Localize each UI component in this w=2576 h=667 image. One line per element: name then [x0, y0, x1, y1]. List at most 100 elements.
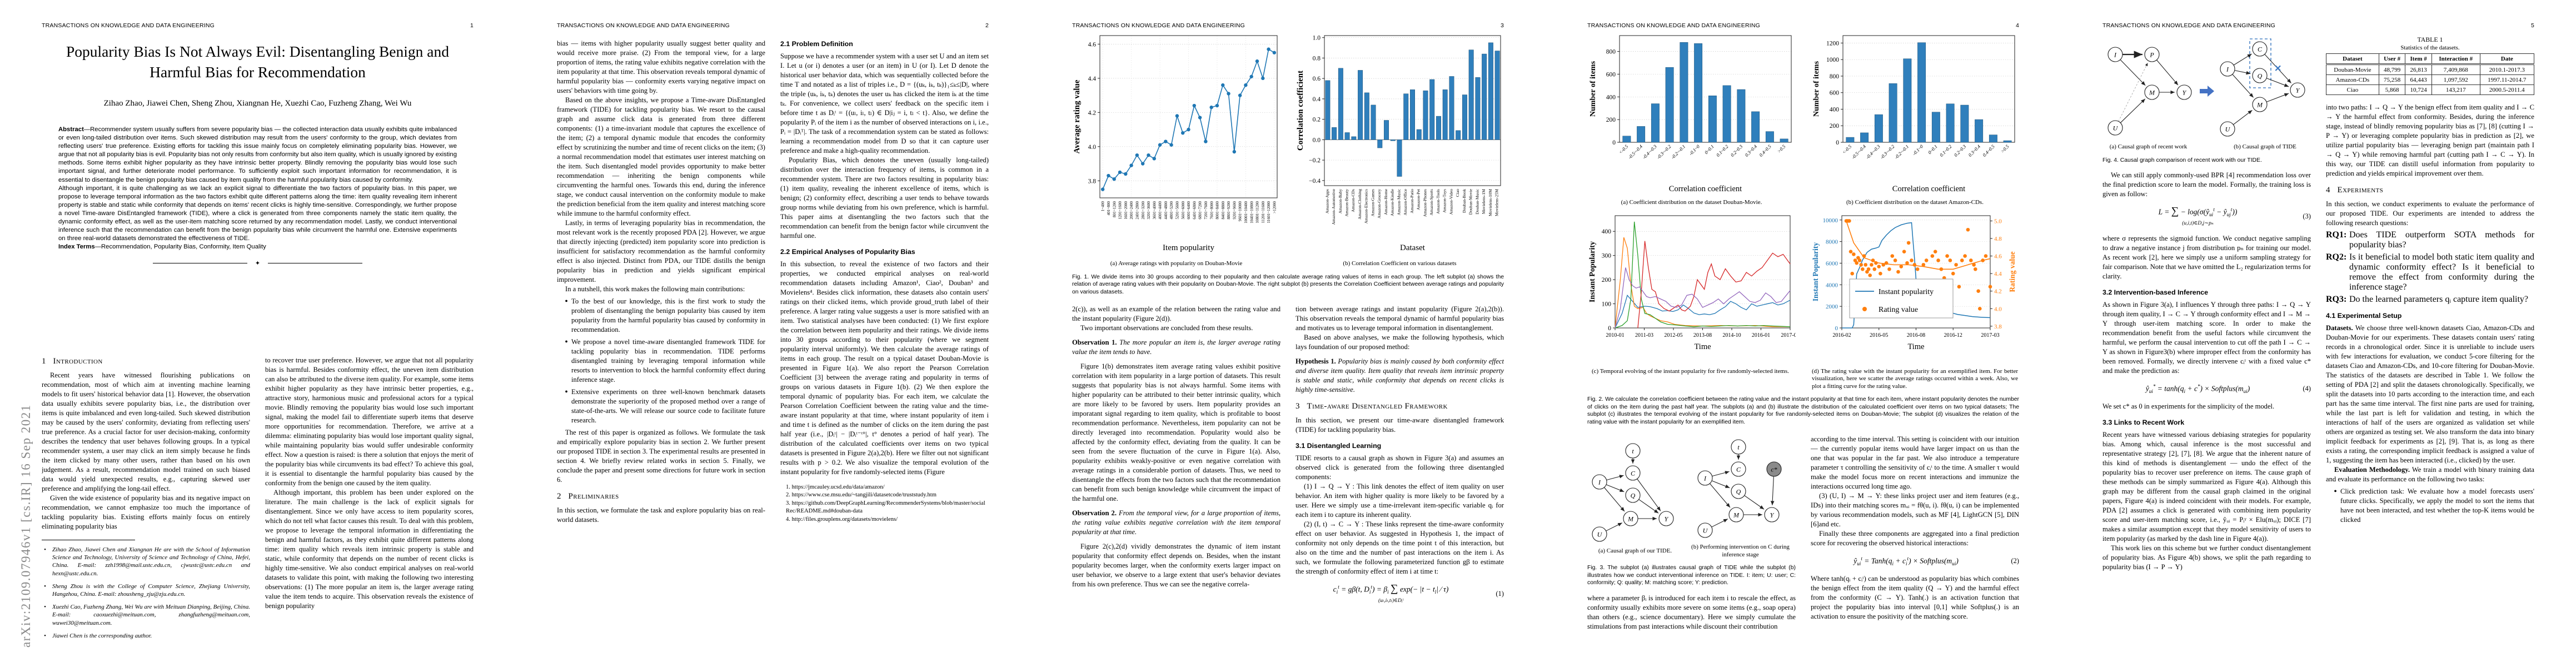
plot-frame: [1324, 35, 1501, 186]
node-M: [2144, 84, 2160, 100]
paragraph: Two important observations are concluded…: [1072, 323, 1280, 333]
x-tick-label: 6001~6400: [1187, 201, 1191, 220]
paragraph: Finally these three components are aggre…: [1811, 529, 2019, 548]
series-item-4: [1637, 241, 1791, 328]
paragraph: where a parameter βᵢ is introduced for e…: [1587, 594, 1796, 631]
equation-superscript: *: [2153, 384, 2156, 390]
y-tick-label: 600: [1606, 71, 1616, 78]
equation-subscript: ui: [2209, 212, 2214, 218]
url-footnote[interactable]: 4. http://files.grouplens.org/datasets/m…: [786, 516, 898, 522]
figure-2c-caption: (c) Temporal evolving of the instant pop…: [1592, 367, 1789, 375]
table-header-cell: Item #: [2405, 53, 2432, 65]
x-tick-label: 2016-05: [1870, 332, 1888, 339]
paragraph: Datasets. We choose three well-known dat…: [2326, 323, 2534, 465]
bar: [1429, 79, 1435, 140]
column-left: I P M Y U (a) Causal graph of recent work ✕ I C Q…: [2102, 34, 2311, 646]
equation-subscript: i: [1892, 561, 1894, 567]
rq-text: Do the learned parameters qᵢ capture ite…: [2349, 295, 2529, 304]
y-axis-label: Number of items: [1812, 61, 1821, 117]
observation: Observation 1. The more popular an item …: [1072, 338, 1280, 357]
journal-title: TRANSACTIONS ON KNOWLEDGE AND DATA ENGIN…: [2102, 22, 2276, 29]
node-Y: [2289, 82, 2305, 98]
table-cell: 2000.5-2011.4: [2479, 84, 2534, 95]
statistics-table: Dataset User # Item # Interaction # Date Doub…: [2326, 53, 2534, 95]
paragraph-text: Given the wide existence of popularity b…: [42, 494, 250, 530]
x-tick-label: Amazon-Grocery: [1377, 189, 1382, 218]
url-footnote[interactable]: 3. https://github.com/DeepGraphLearning/…: [786, 500, 985, 515]
x-tick-label: 2011-03: [1635, 332, 1653, 339]
url-footnote[interactable]: 1. https://jmcauley.ucsd.edu/data/amazon…: [786, 484, 885, 490]
node-label-Y: Y: [2295, 87, 2300, 94]
bullet-icon: •: [44, 583, 46, 590]
fig2a-histogram: 0 200 400 600 800 <-0.5-0.5~-0.4-0.4~-0.3-0.3…: [1589, 35, 1792, 193]
figure-1b: −0.4 −0.2 0.0 0.2 0.4 0.6 0.8 1.0 Amazon-Apps Ama…: [1296, 31, 1504, 268]
x-tick-label: Amazon-Pet: [1416, 188, 1421, 210]
bar: [1846, 137, 1855, 143]
bar: [1665, 67, 1674, 143]
url-footnote[interactable]: 2. https://www.cse.msu.edu/~tangjili/dat…: [786, 492, 936, 499]
y-tick-label: −0.4: [1309, 178, 1321, 185]
paragraph: As shown in Figure 3(a), I influences Y …: [2102, 300, 2311, 376]
x-tick-label: 2016-02: [1832, 332, 1851, 339]
y-tick-label: 4.2: [1088, 109, 1097, 116]
x-tick-label: 0.1~0.2: [1715, 143, 1730, 158]
figure-2a-caption: (a) Coefficient distribution on the data…: [1621, 199, 1762, 206]
equation-superscript: t: [1371, 584, 1372, 590]
rating-dot: [1877, 264, 1881, 268]
page-number: 1: [470, 22, 474, 29]
x-tick-label: Amazon-Home: [1383, 188, 1388, 215]
paragraph-text: The rest of this paper is organized as f…: [557, 429, 765, 484]
figure-2d: 0 2000 4000 6000 8000 10000 3.8 4.0 4.2 4.4 4.6 4.8…: [1811, 210, 2019, 391]
observation-label: Observation 1.: [1072, 339, 1117, 346]
y-tick-label: 400: [1602, 228, 1612, 235]
bullet-item: • Click prediction task: We evaluate how …: [2330, 487, 2534, 525]
bar: [1989, 135, 1997, 143]
bar: [1338, 68, 1343, 140]
equation: L = ∑ − log(σ(ŷuit − ŷujt)) (u,i,t)∈D,j∼p…: [2102, 205, 2311, 228]
bar: [1637, 126, 1646, 143]
columns-page-2: bias — items with higher popularity usua…: [557, 39, 989, 646]
edge-I-Q: [2234, 70, 2250, 75]
paragraph-text: This work lies on this scheme but we fur…: [2102, 544, 2311, 571]
equation-segment: + c: [1894, 556, 1906, 565]
equation-segment: − log(σ(ŷ: [2179, 207, 2210, 216]
x-tick-label: Movielens-10M: [1488, 189, 1493, 216]
paragraph: Given the wide existence of popularity b…: [42, 494, 250, 531]
observation: Observation 2. From the temporal view, f…: [1072, 509, 1280, 537]
fig4-figure: I P M Y U (a) Causal graph of recent work ✕ I C Q…: [2102, 34, 2311, 164]
legend-box: [1849, 278, 1954, 318]
column-right: tion between average ratings and instant…: [1296, 305, 1504, 646]
fig1a-line-chart: 3.8 4.0 4.2 4.4 4.6 1~400 401~800 801~1200 1201~…: [1073, 35, 1278, 252]
paragraph: (2) (I, t) → C → Y : These links represe…: [1296, 520, 1504, 576]
table-cell: 2010.1-2017.3: [2479, 64, 2534, 75]
x-tick-label: Amazon-Clothing: [1357, 189, 1362, 220]
rating-dot: [1936, 258, 1940, 262]
x-tick-label: Amazon-Games: [1370, 189, 1375, 216]
paragraph-text: to recover true user preference. However…: [265, 356, 474, 487]
x-axis-label: Correlation coefficient: [1669, 185, 1742, 193]
x-tick-label: Movielens-25M: [1494, 189, 1499, 216]
fig4-caption: Fig. 4. Causal graph comparison of recen…: [2102, 157, 2262, 163]
paragraph: Suppose we have a recommender system wit…: [780, 52, 989, 156]
equation-subscript: ui: [2243, 389, 2248, 395]
x-tick-label: -0.1~0: [1688, 143, 1701, 157]
bar: [1622, 136, 1631, 143]
equation-segment: exp(− |t − t: [1398, 585, 1435, 594]
data-point: [1198, 116, 1202, 120]
equation-body: ŷuit = Tanh(qi + cit) × Softplus(mui): [1811, 554, 2001, 568]
abstract-paragraph-2: Although important, it is quite challeng…: [58, 185, 457, 243]
x-tick-label: -0.4~-0.3: [1641, 143, 1658, 160]
data-point: [1255, 59, 1259, 63]
x-tick-label: 10001~10400: [1244, 201, 1248, 223]
page-number: 3: [1500, 22, 1504, 29]
node-label-U: U: [2225, 126, 2230, 133]
x-tick-label: <-0.5: [1841, 143, 1852, 155]
bar: [2003, 140, 2012, 143]
paragraph-text: Figure 2(c),2(d) vividly demonstrates th…: [1072, 542, 1280, 588]
node-Q: [2251, 68, 2268, 83]
right-y-tick-label: 4.8: [1994, 236, 2002, 242]
node-I: [2219, 61, 2235, 77]
equation-segment: = tanh(q: [2155, 384, 2184, 393]
paragraph: to recover true user preference. However…: [265, 356, 474, 488]
